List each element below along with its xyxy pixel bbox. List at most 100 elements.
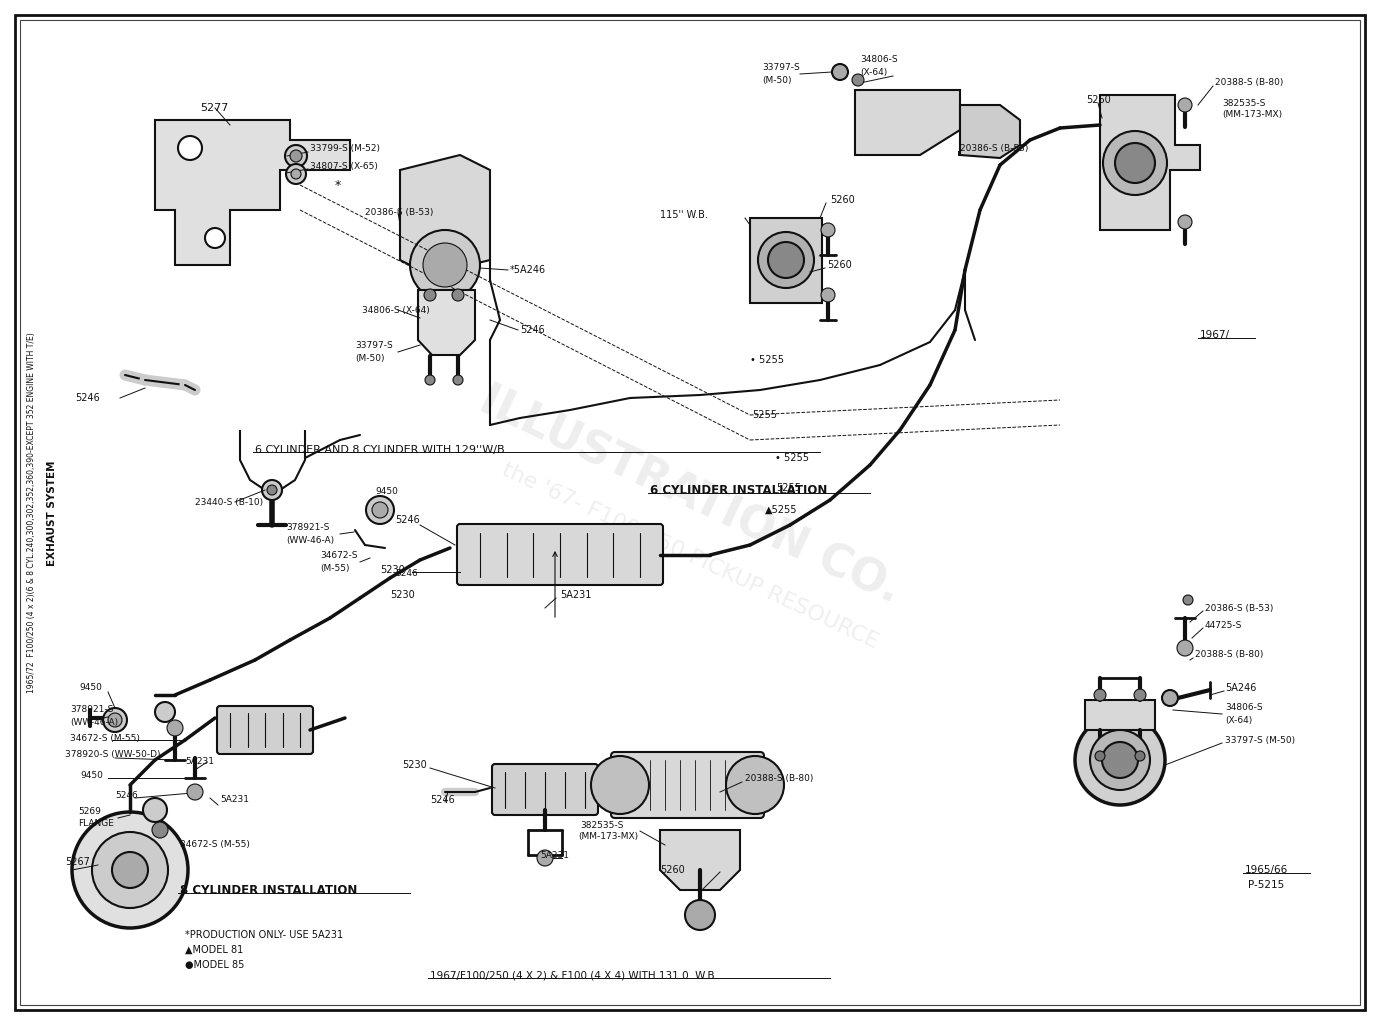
Text: P-5215: P-5215 [1248,880,1285,890]
Text: 5246: 5246 [75,393,99,403]
Circle shape [1103,742,1138,778]
Circle shape [262,480,282,500]
Text: (WW-46-A): (WW-46-A) [286,535,334,544]
Circle shape [144,798,167,822]
Text: 5269: 5269 [79,808,101,817]
Text: 115'' W.B.: 115'' W.B. [660,210,708,220]
Circle shape [1179,98,1192,112]
Circle shape [206,228,225,248]
Text: (M-50): (M-50) [355,354,385,363]
Text: ▲MODEL 81: ▲MODEL 81 [185,945,243,955]
Text: 5246: 5246 [115,790,138,800]
Circle shape [286,164,306,184]
Text: 1965/72  F100/250 (4 x 2)(6 & 8 CYL.240,300,302,352,360,390-EXCEPT 352 ENGINE WI: 1965/72 F100/250 (4 x 2)(6 & 8 CYL.240,3… [28,333,36,693]
Text: (M-50): (M-50) [762,76,792,84]
Text: 5A231: 5A231 [219,795,248,805]
Text: • 5255: • 5255 [776,453,809,463]
Text: 378921-S: 378921-S [286,524,330,533]
Circle shape [832,64,847,80]
Circle shape [1134,689,1145,701]
Text: 20388-S (B-80): 20388-S (B-80) [1214,79,1283,87]
Circle shape [684,900,715,930]
Circle shape [155,702,175,722]
Text: 5260: 5260 [829,195,854,205]
Text: ▲5255: ▲5255 [765,505,798,515]
Polygon shape [856,90,960,155]
Text: the '67- F100/250 PICKUP RESOURCE: the '67- F100/250 PICKUP RESOURCE [498,458,882,651]
Text: 5255: 5255 [776,483,800,493]
Text: 378920-S (WW-50-D): 378920-S (WW-50-D) [65,750,160,760]
Text: 5A231: 5A231 [185,757,214,767]
Circle shape [290,150,302,162]
Text: (M-55): (M-55) [320,564,349,573]
Text: 33799-S (M-52): 33799-S (M-52) [310,144,380,153]
Circle shape [373,502,388,518]
Text: 9450: 9450 [79,684,102,693]
Text: 6 CYLINDER INSTALLATION: 6 CYLINDER INSTALLATION [650,484,828,496]
Text: 5A231: 5A231 [540,851,569,860]
Text: 23440-S (B-10): 23440-S (B-10) [195,497,264,506]
Polygon shape [1085,700,1155,730]
Circle shape [453,289,464,301]
Circle shape [1094,689,1105,701]
Circle shape [72,812,188,928]
Text: 1965/66: 1965/66 [1245,865,1289,875]
Text: 5277: 5277 [200,102,228,113]
Circle shape [104,708,127,732]
Circle shape [266,485,277,495]
Text: 9450: 9450 [375,488,397,496]
Circle shape [591,756,649,814]
Text: 5246: 5246 [395,570,418,578]
Circle shape [286,145,306,167]
Text: 20388-S (B-80): 20388-S (B-80) [1195,651,1263,659]
Circle shape [537,850,553,866]
Text: 5246: 5246 [520,325,545,335]
Circle shape [178,136,201,160]
Text: *: * [335,178,341,192]
Polygon shape [1100,95,1201,230]
Circle shape [1183,594,1192,605]
Circle shape [92,832,168,908]
Text: 5246: 5246 [395,515,420,525]
Circle shape [188,784,203,800]
Circle shape [424,289,436,301]
Circle shape [425,375,435,385]
Text: 33797-S: 33797-S [355,340,393,350]
Text: 378921-S: 378921-S [70,705,113,714]
Circle shape [424,243,466,287]
Text: 5A231: 5A231 [560,590,592,600]
Circle shape [108,713,121,727]
Text: 5A246: 5A246 [1225,683,1256,693]
FancyBboxPatch shape [493,764,598,815]
Circle shape [167,720,184,736]
Text: 1967/: 1967/ [1201,330,1230,340]
Circle shape [1090,730,1150,790]
Text: 33797-S: 33797-S [762,64,800,73]
Text: 34672-S (M-55): 34672-S (M-55) [70,734,139,742]
Polygon shape [400,155,490,275]
Circle shape [1115,144,1155,183]
Circle shape [769,242,805,278]
Text: 44725-S: 44725-S [1205,620,1242,629]
Circle shape [1162,690,1179,706]
Text: 5230: 5230 [380,565,404,575]
Text: 5230: 5230 [402,760,426,770]
Text: (X-64): (X-64) [1225,715,1252,725]
Circle shape [152,822,168,838]
Text: • 5255: • 5255 [749,355,784,365]
Bar [749,218,822,303]
Text: FLANGE: FLANGE [79,820,115,828]
Text: (X-64): (X-64) [860,68,887,77]
Circle shape [366,496,395,524]
Text: 20386-S (B-53): 20386-S (B-53) [364,207,433,216]
Circle shape [1177,640,1192,656]
Text: EXHAUST SYSTEM: EXHAUST SYSTEM [47,460,57,566]
Polygon shape [960,105,1020,158]
Text: 9450: 9450 [80,771,104,779]
Text: 34807-S (X-65): 34807-S (X-65) [310,162,378,170]
Text: ●MODEL 85: ●MODEL 85 [185,960,244,970]
Text: (MM-173-MX): (MM-173-MX) [1223,111,1282,120]
Text: 5260: 5260 [660,865,684,875]
Circle shape [1134,751,1145,761]
Text: 33797-S (M-50): 33797-S (M-50) [1225,736,1294,744]
